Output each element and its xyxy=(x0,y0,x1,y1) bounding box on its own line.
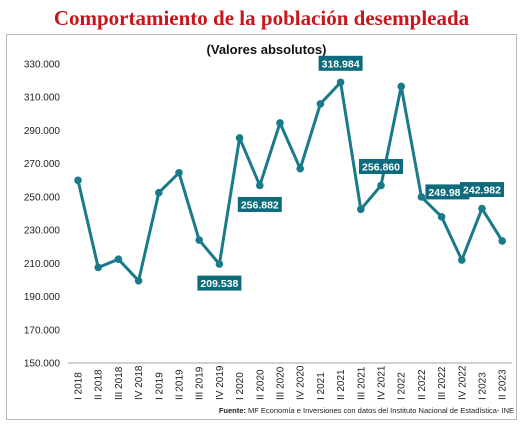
data-point xyxy=(195,236,203,244)
y-tick-label: 330.000 xyxy=(24,60,61,71)
data-label-box xyxy=(460,182,504,198)
data-point xyxy=(498,237,507,245)
y-tick-label: 190.000 xyxy=(24,292,61,303)
x-tick-label: III 2020 xyxy=(276,366,287,400)
x-tick-label: IV 2018 xyxy=(134,365,145,400)
x-tick-label: I 2018 xyxy=(74,372,85,400)
x-tick-label: I 2023 xyxy=(478,372,489,400)
source-text: MF Economía e Inversiones con datos del … xyxy=(245,406,514,415)
x-tick-label: IV 2019 xyxy=(215,365,226,400)
y-tick-label: 150.000 xyxy=(24,359,61,370)
data-point xyxy=(437,213,446,221)
data-point xyxy=(175,169,183,177)
data-point xyxy=(357,205,365,214)
plot-border xyxy=(6,34,517,420)
data-point xyxy=(336,78,345,87)
data-point xyxy=(276,119,284,127)
y-tick-label: 290.000 xyxy=(24,126,61,137)
y-tick-label: 210.000 xyxy=(24,259,61,270)
y-tick-label: 310.000 xyxy=(24,93,61,104)
x-tick-label: I 2021 xyxy=(316,372,327,400)
data-point xyxy=(377,181,385,190)
data-point xyxy=(155,188,163,197)
x-tick-label: II 2020 xyxy=(255,369,266,400)
x-tick-label: III 2021 xyxy=(356,366,367,400)
data-label-box xyxy=(425,184,470,200)
data-label: 249.983 xyxy=(428,187,466,199)
data-point xyxy=(478,204,486,213)
series-line xyxy=(76,80,504,283)
data-point xyxy=(417,193,426,201)
data-label: 318.984 xyxy=(322,58,360,70)
data-label-box xyxy=(359,158,403,174)
data-label-box xyxy=(197,275,242,291)
data-label: 256.882 xyxy=(241,199,279,211)
source-label: Fuente: xyxy=(218,406,246,415)
x-tick-label: III 2018 xyxy=(114,366,125,400)
chart-subtitle: (Valores absolutos) xyxy=(206,42,327,57)
data-point xyxy=(255,181,264,190)
x-tick-label: I 2020 xyxy=(235,372,246,400)
data-label-box xyxy=(237,196,282,212)
data-point xyxy=(316,100,325,108)
data-point xyxy=(74,176,82,185)
y-tick-label: 270.000 xyxy=(24,159,61,170)
data-point xyxy=(296,164,305,173)
x-tick-label: II 2018 xyxy=(94,369,105,400)
data-point xyxy=(114,255,123,263)
x-tick-label: II 2021 xyxy=(336,369,347,400)
x-tick-label: IV 2020 xyxy=(296,365,307,400)
data-point xyxy=(458,256,466,264)
data-label: 242.982 xyxy=(463,185,501,197)
y-tick-label: 170.000 xyxy=(24,325,61,336)
x-tick-label: IV 2021 xyxy=(377,365,388,400)
y-tick-label: 230.000 xyxy=(24,226,61,237)
x-tick-label: II 2023 xyxy=(498,369,509,400)
source-note: Fuente: MF Economía e Inversiones con da… xyxy=(219,406,514,415)
x-tick-label: II 2022 xyxy=(417,369,428,400)
data-point xyxy=(235,134,244,142)
data-label: 256.860 xyxy=(362,161,400,173)
data-point xyxy=(397,82,406,91)
data-label-box xyxy=(318,55,363,71)
data-point xyxy=(94,263,102,272)
x-tick-label: II 2019 xyxy=(175,369,186,400)
data-label: 209.538 xyxy=(200,278,238,290)
x-tick-label: IV 2022 xyxy=(457,365,468,400)
chart-title: Comportamiento de la población desemplea… xyxy=(53,6,470,30)
x-tick-label: III 2019 xyxy=(195,366,206,400)
data-point xyxy=(215,260,224,268)
x-tick-label: III 2022 xyxy=(437,366,448,400)
x-tick-label: I 2019 xyxy=(154,372,165,400)
y-tick-label: 250.000 xyxy=(24,192,61,203)
x-tick-label: I 2022 xyxy=(397,372,408,400)
data-point xyxy=(134,276,143,285)
